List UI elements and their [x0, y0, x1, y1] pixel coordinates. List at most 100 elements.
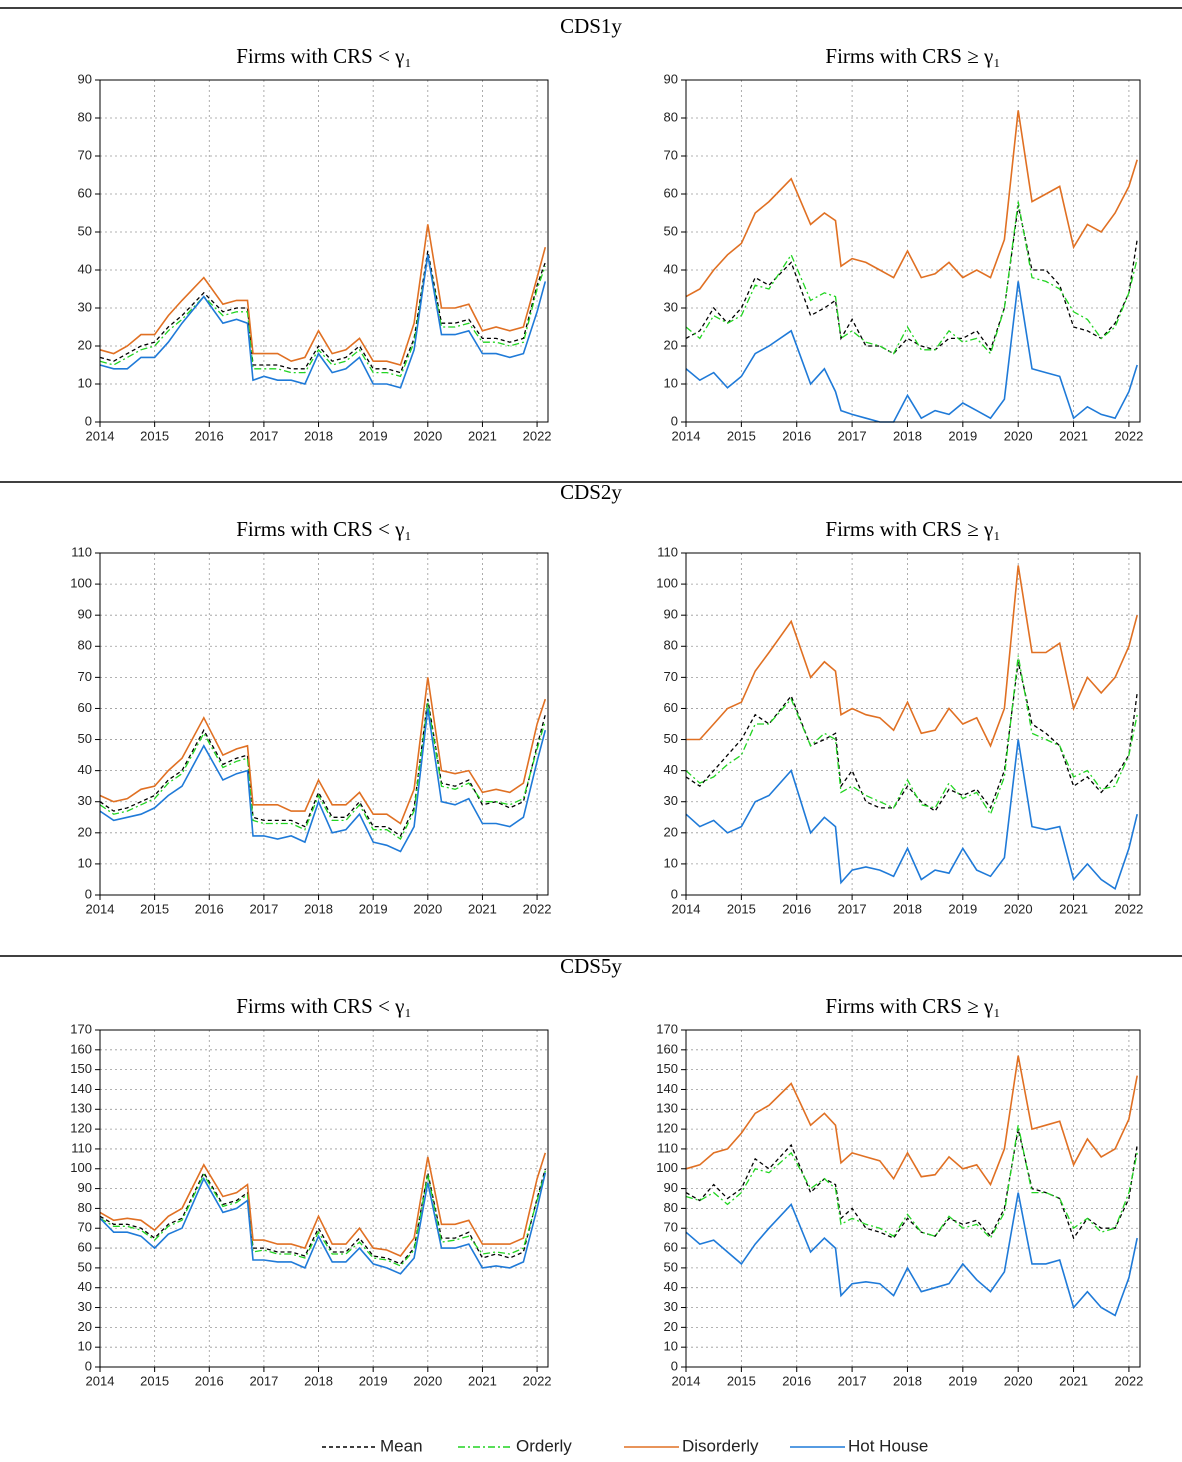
- series-line: [99, 708, 547, 853]
- x-tick-label: 2015: [727, 1373, 756, 1388]
- y-tick-label: 30: [664, 1299, 678, 1314]
- y-tick-label: 40: [78, 762, 92, 777]
- x-tick-label: 2016: [195, 1373, 224, 1388]
- y-tick-label: 40: [78, 261, 92, 276]
- x-tick-label: 2015: [140, 901, 169, 916]
- y-tick-label: 70: [78, 147, 92, 162]
- x-tick-label: 2022: [523, 428, 552, 443]
- y-tick-label: 40: [664, 261, 678, 276]
- y-tick-label: 80: [664, 638, 678, 653]
- y-tick-label: 0: [671, 886, 678, 901]
- x-tick-label: 2019: [948, 901, 977, 916]
- x-tick-label: 2019: [359, 1373, 388, 1388]
- y-tick-label: 110: [71, 544, 92, 559]
- y-tick-label: 80: [664, 109, 678, 124]
- y-tick-label: 60: [78, 700, 92, 715]
- series-line: [686, 565, 1138, 748]
- y-tick-label: 40: [78, 1279, 92, 1294]
- y-tick-label: 20: [78, 824, 92, 839]
- x-tick-label: 2022: [1114, 428, 1143, 443]
- y-tick-label: 30: [664, 299, 678, 314]
- chart-title: Firms with CRS < γ₁: [236, 994, 412, 1018]
- series-line: [685, 281, 1138, 423]
- x-tick-label: 2020: [1004, 1373, 1033, 1388]
- plot-frame: [99, 79, 549, 423]
- y-tick-label: 170: [656, 1021, 678, 1036]
- series-line: [99, 702, 546, 840]
- legend-label: Mean: [380, 1436, 423, 1455]
- y-tick-label: 60: [78, 1239, 92, 1254]
- y-tick-label: 70: [78, 669, 92, 684]
- x-tick-label: 2014: [86, 901, 115, 916]
- series-line: [99, 1170, 546, 1267]
- plot-frame: [99, 552, 549, 896]
- y-tick-label: 100: [656, 1160, 678, 1175]
- y-tick-label: 150: [70, 1061, 92, 1076]
- y-tick-label: 0: [671, 1358, 678, 1373]
- section-title: CDS5y: [560, 954, 622, 978]
- y-tick-label: 50: [664, 731, 678, 746]
- series-line: [99, 1152, 547, 1257]
- x-tick-label: 2016: [195, 428, 224, 443]
- y-tick-label: 80: [78, 1200, 92, 1215]
- x-tick-label: 2015: [140, 428, 169, 443]
- y-tick-label: 50: [664, 223, 678, 238]
- y-tick-label: 10: [664, 375, 678, 390]
- x-tick-label: 2018: [893, 428, 922, 443]
- y-tick-label: 130: [656, 1101, 678, 1116]
- section-title: CDS1y: [560, 14, 622, 38]
- legend-label: Hot House: [848, 1436, 928, 1455]
- x-tick-label: 2016: [782, 901, 811, 916]
- chart-title: Firms with CRS ≥ γ₁: [825, 994, 1000, 1018]
- y-tick-label: 90: [664, 1180, 678, 1195]
- x-tick-label: 2014: [86, 428, 115, 443]
- x-tick-label: 2015: [140, 1373, 169, 1388]
- section-title: CDS2y: [560, 480, 622, 504]
- plot-frame: [99, 1029, 549, 1368]
- legend-label: Orderly: [516, 1436, 572, 1455]
- series-line: [99, 677, 547, 825]
- x-tick-label: 2022: [523, 901, 552, 916]
- y-tick-label: 120: [656, 1121, 678, 1136]
- x-tick-label: 2014: [672, 1373, 701, 1388]
- y-tick-label: 0: [85, 413, 92, 428]
- series-line: [685, 1192, 1138, 1317]
- y-tick-label: 10: [78, 375, 92, 390]
- x-tick-label: 2017: [838, 428, 867, 443]
- x-tick-label: 2020: [1004, 428, 1033, 443]
- y-tick-label: 50: [78, 223, 92, 238]
- y-tick-label: 10: [664, 1339, 678, 1354]
- chart-title: Firms with CRS < γ₁: [236, 517, 412, 541]
- x-tick-label: 2016: [782, 1373, 811, 1388]
- x-tick-label: 2020: [413, 428, 442, 443]
- x-tick-label: 2016: [195, 901, 224, 916]
- y-tick-label: 20: [78, 337, 92, 352]
- y-tick-label: 160: [656, 1041, 678, 1056]
- series-line: [99, 254, 546, 378]
- y-tick-label: 20: [664, 1319, 678, 1334]
- series-line: [685, 201, 1138, 355]
- y-tick-label: 30: [78, 1299, 92, 1314]
- y-tick-label: 100: [656, 576, 678, 591]
- y-tick-label: 160: [70, 1041, 92, 1056]
- x-tick-label: 2017: [838, 1373, 867, 1388]
- y-tick-label: 90: [78, 1180, 92, 1195]
- x-tick-label: 2019: [359, 428, 388, 443]
- series-line: [685, 661, 1138, 813]
- y-tick-label: 30: [78, 793, 92, 808]
- y-tick-label: 80: [78, 109, 92, 124]
- x-tick-label: 2022: [1114, 1373, 1143, 1388]
- x-tick-label: 2020: [413, 1373, 442, 1388]
- x-tick-label: 2021: [1059, 428, 1088, 443]
- series-line: [685, 655, 1138, 816]
- series-line: [99, 250, 546, 374]
- x-tick-label: 2021: [1059, 1373, 1088, 1388]
- plot-frame: [685, 79, 1141, 423]
- x-tick-label: 2014: [672, 428, 701, 443]
- plot-frame: [685, 552, 1141, 896]
- x-tick-label: 2018: [893, 1373, 922, 1388]
- y-tick-label: 60: [664, 185, 678, 200]
- y-tick-label: 140: [70, 1081, 92, 1096]
- series-line: [685, 1128, 1138, 1240]
- y-tick-label: 70: [664, 1220, 678, 1235]
